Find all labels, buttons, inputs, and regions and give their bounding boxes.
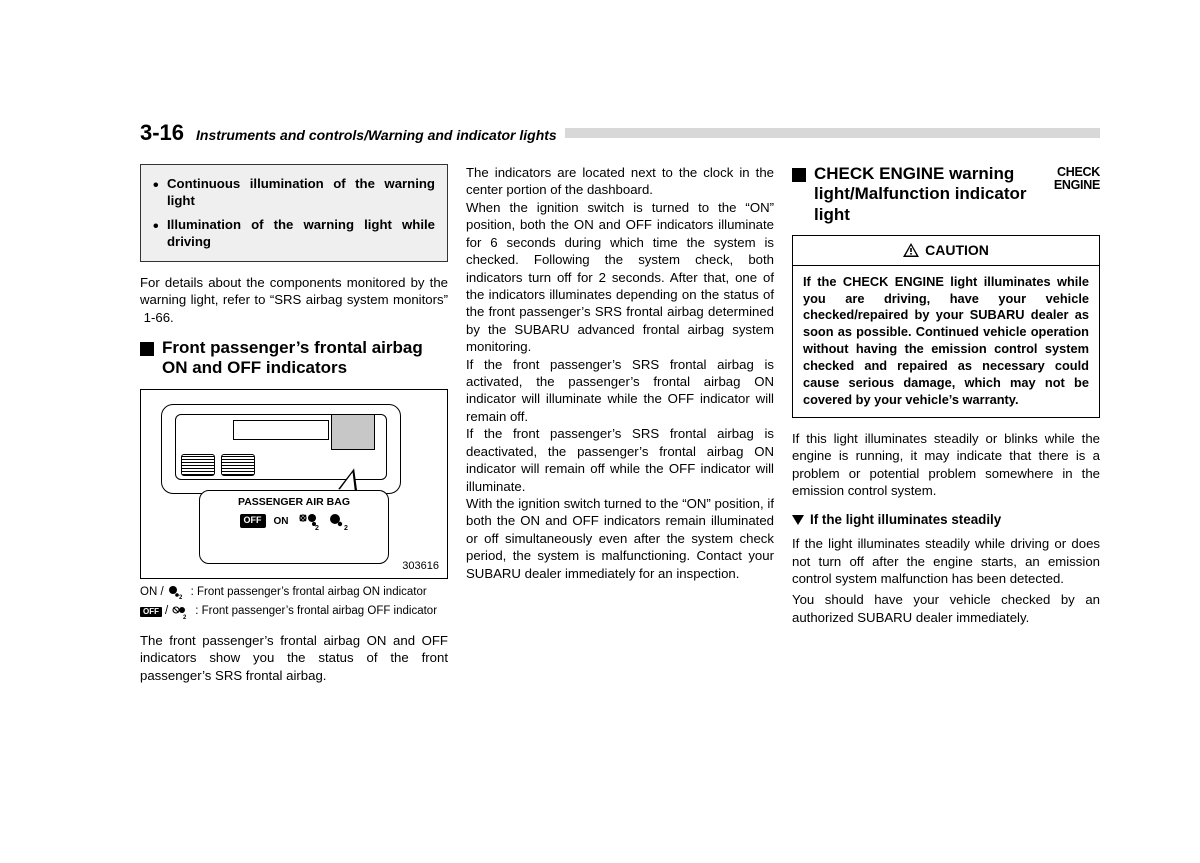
radio-slot bbox=[233, 420, 329, 440]
legend-on-text: : Front passenger’s frontal airbag ON in… bbox=[187, 585, 427, 601]
check-label-2: ENGINE bbox=[1054, 178, 1100, 192]
caution-header: CAUTION bbox=[793, 236, 1099, 265]
svg-text:2: 2 bbox=[179, 595, 183, 599]
caution-body: If the CHECK ENGINE light illuminates wh… bbox=[793, 266, 1099, 417]
chapter-title: Instruments and controls/Warning and ind… bbox=[196, 127, 557, 143]
legend-row-on: ON / 2 : Front passenger’s frontal airba… bbox=[140, 585, 448, 601]
callout-title: PASSENGER AIR BAG bbox=[208, 497, 380, 509]
body-text: With the ignition switch turned to the “… bbox=[466, 495, 774, 582]
note-item: Continuous illumination of the warning l… bbox=[153, 175, 435, 210]
section-title: CHECK ENGINE warning light/Malfunction i… bbox=[814, 164, 1044, 225]
off-tag: OFF bbox=[140, 607, 162, 618]
square-bullet-icon bbox=[792, 168, 806, 182]
note-item: Illumination of the warning light while … bbox=[153, 216, 435, 251]
body-text: For details about the components monitor… bbox=[140, 274, 448, 326]
legend-on-lead: ON / bbox=[140, 585, 164, 601]
on-label: ON bbox=[274, 515, 289, 528]
note-box: Continuous illumination of the warning l… bbox=[140, 164, 448, 262]
warning-triangle-icon bbox=[903, 243, 919, 257]
page-number: 3-16 bbox=[140, 120, 184, 146]
svg-text:2: 2 bbox=[344, 525, 348, 530]
figure-airbag-indicator: PASSENGER AIR BAG OFF ON 2 2 303616 bbox=[140, 389, 448, 579]
legend-off-slash: / bbox=[165, 604, 168, 620]
section-heading-wrap: CHECK ENGINE warning light/Malfunction i… bbox=[792, 164, 1100, 225]
square-bullet-icon bbox=[140, 342, 154, 356]
svg-text:2: 2 bbox=[183, 615, 187, 619]
subsection-heading: If the light illuminates steadily bbox=[792, 511, 1100, 529]
body-text: The indicators are located next to the c… bbox=[466, 164, 774, 199]
body-text: If the light illuminates steadily while … bbox=[792, 535, 1100, 587]
page-header: 3-16 Instruments and controls/Warning an… bbox=[140, 120, 1100, 146]
caution-box: CAUTION If the CHECK ENGINE light illumi… bbox=[792, 235, 1100, 418]
callout-box: PASSENGER AIR BAG OFF ON 2 2 bbox=[199, 490, 389, 564]
header-rule bbox=[565, 128, 1100, 138]
column-1: Continuous illumination of the warning l… bbox=[140, 164, 448, 684]
body-text: The front passenger’s frontal airbag ON … bbox=[140, 632, 448, 684]
airbag-off-icon: 2 bbox=[297, 512, 319, 530]
figure-legend: ON / 2 : Front passenger’s frontal airba… bbox=[140, 585, 448, 620]
section-heading: Front passenger’s frontal airbag ON and … bbox=[140, 338, 448, 379]
section-title: Front passenger’s frontal airbag ON and … bbox=[162, 338, 448, 379]
caution-label: CAUTION bbox=[925, 241, 989, 259]
airbag-on-icon: 2 bbox=[327, 512, 349, 530]
off-tag: OFF bbox=[240, 514, 266, 528]
airbag-on-icon: 2 bbox=[167, 585, 183, 599]
svg-text:2: 2 bbox=[315, 525, 319, 530]
column-2: The indicators are located next to the c… bbox=[466, 164, 774, 684]
body-text: If the front passenger’s SRS frontal air… bbox=[466, 425, 774, 495]
triangle-down-icon bbox=[792, 515, 804, 525]
legend-off-text: : Front passenger’s frontal airbag OFF i… bbox=[191, 604, 437, 620]
body-text: If this light illuminates steadily or bl… bbox=[792, 430, 1100, 500]
column-3: CHECK ENGINE warning light/Malfunction i… bbox=[792, 164, 1100, 684]
body-text: You should have your vehicle checked by … bbox=[792, 591, 1100, 626]
body-text: If the front passenger’s SRS frontal air… bbox=[466, 356, 774, 426]
vent-icon bbox=[181, 454, 215, 476]
figure-number: 303616 bbox=[402, 559, 439, 574]
legend-row-off: OFF / 2 : Front passenger’s frontal airb… bbox=[140, 604, 448, 620]
content-columns: Continuous illumination of the warning l… bbox=[140, 164, 1100, 684]
manual-page: 3-16 Instruments and controls/Warning an… bbox=[0, 0, 1200, 863]
subsection-title: If the light illuminates steadily bbox=[810, 511, 1001, 529]
body-text: When the ignition switch is turned to th… bbox=[466, 199, 774, 356]
airbag-off-icon: 2 bbox=[171, 605, 187, 619]
indicator-highlight bbox=[331, 414, 375, 450]
check-engine-icon: CHECK ENGINE bbox=[1054, 166, 1100, 191]
vent-icon bbox=[221, 454, 255, 476]
